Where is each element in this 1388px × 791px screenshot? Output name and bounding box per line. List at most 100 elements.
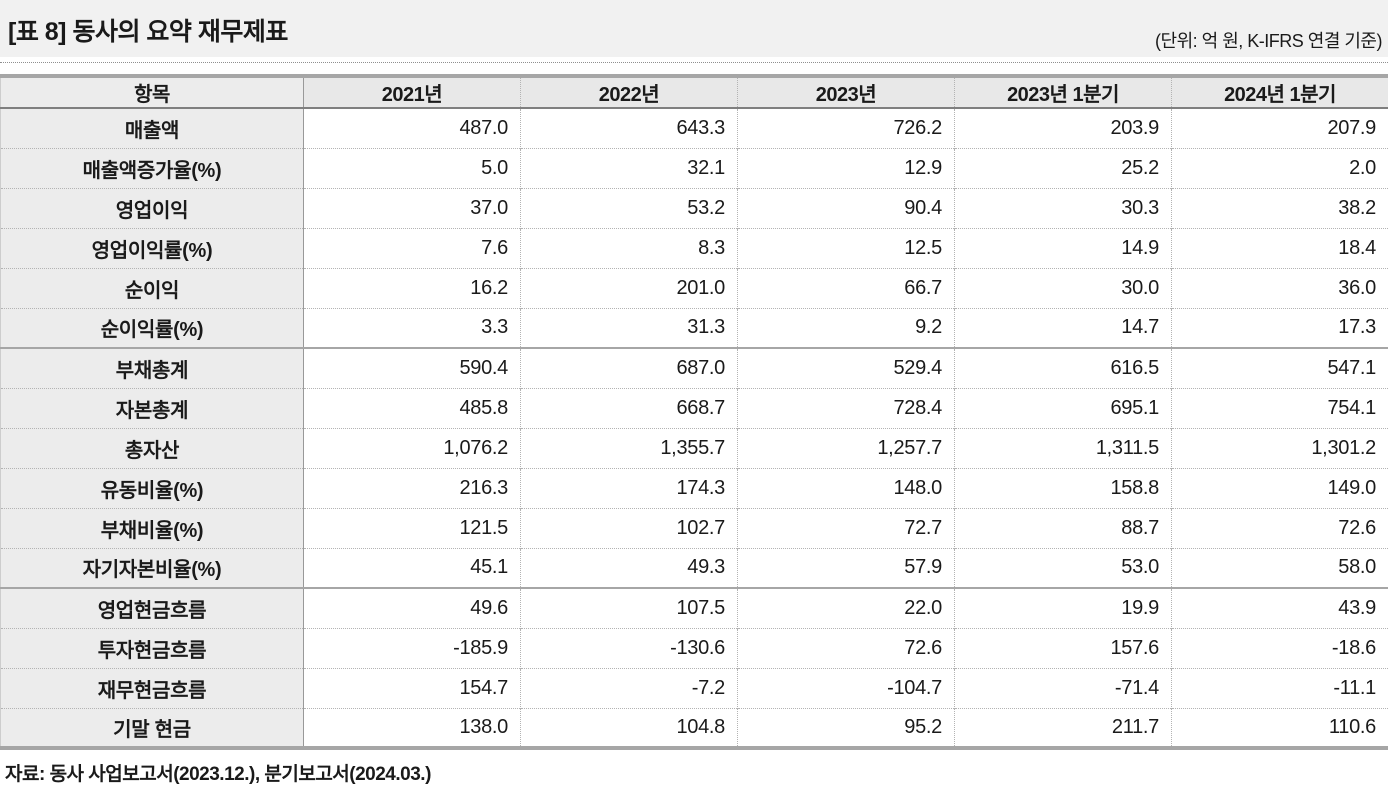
- row-label: 부채비율(%): [0, 507, 304, 548]
- cell-value: 149.0: [1171, 467, 1388, 508]
- cell-value: 643.3: [520, 108, 738, 148]
- cell-value: 31.3: [520, 307, 738, 348]
- cell-value: 14.7: [954, 307, 1172, 348]
- cell-value: 485.8: [303, 387, 521, 428]
- cell-value: 57.9: [737, 547, 955, 588]
- cell-value: 207.9: [1171, 108, 1388, 148]
- table-row: 기말 현금 138.0 104.8 95.2 211.7 110.6: [0, 707, 1388, 748]
- cell-value: 36.0: [1171, 267, 1388, 308]
- table-row: 순이익 16.2 201.0 66.7 30.0 36.0: [0, 267, 1388, 308]
- cell-value: 14.9: [954, 227, 1172, 268]
- row-label: 매출액증가율(%): [0, 147, 304, 188]
- cell-value: 90.4: [737, 187, 955, 228]
- table-row: 영업현금흐름 49.6 107.5 22.0 19.9 43.9: [0, 587, 1388, 628]
- title-divider: [0, 62, 1388, 63]
- cell-value: -7.2: [520, 667, 738, 708]
- source-note: 자료: 동사 사업보고서(2023.12.), 분기보고서(2024.03.): [5, 764, 431, 785]
- cell-value: 154.7: [303, 667, 521, 708]
- column-header-2021: 2021년: [303, 76, 521, 109]
- table-row: 자본총계 485.8 668.7 728.4 695.1 754.1: [0, 387, 1388, 428]
- cell-value: 216.3: [303, 467, 521, 508]
- column-header-2023: 2023년: [737, 76, 955, 109]
- column-header-2022: 2022년: [520, 76, 738, 109]
- table-row: 영업이익률(%) 7.6 8.3 12.5 14.9 18.4: [0, 227, 1388, 268]
- cell-value: 174.3: [520, 467, 738, 508]
- header-row: 항목 2021년 2022년 2023년 2023년 1분기 2024년 1분기: [0, 76, 1388, 109]
- cell-value: 88.7: [954, 507, 1172, 548]
- table-row: 영업이익 37.0 53.2 90.4 30.3 38.2: [0, 187, 1388, 228]
- cell-value: 1,076.2: [303, 427, 521, 468]
- cell-value: 37.0: [303, 187, 521, 228]
- row-label: 매출액: [0, 108, 304, 148]
- cell-value: -130.6: [520, 627, 738, 668]
- table-body: 매출액 487.0 643.3 726.2 203.9 207.9 매출액증가율(%) 5.0…: [0, 108, 1388, 748]
- row-label: 순이익: [0, 267, 304, 308]
- row-label: 재무현금흐름: [0, 667, 304, 708]
- cell-value: 8.3: [520, 227, 738, 268]
- column-header-2024-q1: 2024년 1분기: [1171, 76, 1388, 109]
- cell-value: 49.6: [303, 587, 521, 628]
- row-label: 투자현금흐름: [0, 627, 304, 668]
- cell-value: -104.7: [737, 667, 955, 708]
- cell-value: 687.0: [520, 347, 738, 388]
- cell-value: 487.0: [303, 108, 521, 148]
- cell-value: 58.0: [1171, 547, 1388, 588]
- cell-value: 695.1: [954, 387, 1172, 428]
- cell-value: 3.3: [303, 307, 521, 348]
- row-label: 영업이익률(%): [0, 227, 304, 268]
- table-row: 총자산 1,076.2 1,355.7 1,257.7 1,311.5 1,301.2: [0, 427, 1388, 468]
- cell-value: 30.0: [954, 267, 1172, 308]
- cell-value: 72.6: [737, 627, 955, 668]
- cell-value: 726.2: [737, 108, 955, 148]
- cell-value: 30.3: [954, 187, 1172, 228]
- row-label: 자본총계: [0, 387, 304, 428]
- row-label: 총자산: [0, 427, 304, 468]
- cell-value: 5.0: [303, 147, 521, 188]
- title-band: [표 8] 동사의 요약 재무제표 (단위: 억 원, K-IFRS 연결 기준…: [0, 0, 1388, 57]
- row-label: 유동비율(%): [0, 467, 304, 508]
- cell-value: 529.4: [737, 347, 955, 388]
- row-label: 순이익률(%): [0, 307, 304, 348]
- unit-note: (단위: 억 원, K-IFRS 연결 기준): [1155, 31, 1382, 51]
- cell-value: 157.6: [954, 627, 1172, 668]
- cell-value: 201.0: [520, 267, 738, 308]
- cell-value: 1,257.7: [737, 427, 955, 468]
- column-header-2023-q1: 2023년 1분기: [954, 76, 1172, 109]
- cell-value: 211.7: [954, 707, 1172, 748]
- cell-value: 53.2: [520, 187, 738, 228]
- cell-value: 45.1: [303, 547, 521, 588]
- cell-value: 107.5: [520, 587, 738, 628]
- cell-value: 12.5: [737, 227, 955, 268]
- table-row: 재무현금흐름 154.7 -7.2 -104.7 -71.4 -11.1: [0, 667, 1388, 708]
- cell-value: 2.0: [1171, 147, 1388, 188]
- table-row: 투자현금흐름 -185.9 -130.6 72.6 157.6 -18.6: [0, 627, 1388, 668]
- cell-value: 25.2: [954, 147, 1172, 188]
- cell-value: 19.9: [954, 587, 1172, 628]
- cell-value: 728.4: [737, 387, 955, 428]
- cell-value: 9.2: [737, 307, 955, 348]
- row-label: 부채총계: [0, 347, 304, 388]
- cell-value: 12.9: [737, 147, 955, 188]
- table-row: 부채비율(%) 121.5 102.7 72.7 88.7 72.6: [0, 507, 1388, 548]
- cell-value: 754.1: [1171, 387, 1388, 428]
- cell-value: 43.9: [1171, 587, 1388, 628]
- financial-summary-table: 항목 2021년 2022년 2023년 2023년 1분기 2024년 1분기…: [0, 74, 1388, 750]
- cell-value: 53.0: [954, 547, 1172, 588]
- table-row: 순이익률(%) 3.3 31.3 9.2 14.7 17.3: [0, 307, 1388, 348]
- cell-value: 668.7: [520, 387, 738, 428]
- cell-value: 203.9: [954, 108, 1172, 148]
- cell-value: 110.6: [1171, 707, 1388, 748]
- cell-value: 1,355.7: [520, 427, 738, 468]
- cell-value: 148.0: [737, 467, 955, 508]
- row-label: 영업이익: [0, 187, 304, 228]
- cell-value: 49.3: [520, 547, 738, 588]
- table-row: 매출액증가율(%) 5.0 32.1 12.9 25.2 2.0: [0, 147, 1388, 188]
- cell-value: 104.8: [520, 707, 738, 748]
- cell-value: -71.4: [954, 667, 1172, 708]
- table-row: 부채총계 590.4 687.0 529.4 616.5 547.1: [0, 347, 1388, 388]
- cell-value: 72.7: [737, 507, 955, 548]
- cell-value: 1,311.5: [954, 427, 1172, 468]
- cell-value: 72.6: [1171, 507, 1388, 548]
- cell-value: 547.1: [1171, 347, 1388, 388]
- cell-value: 1,301.2: [1171, 427, 1388, 468]
